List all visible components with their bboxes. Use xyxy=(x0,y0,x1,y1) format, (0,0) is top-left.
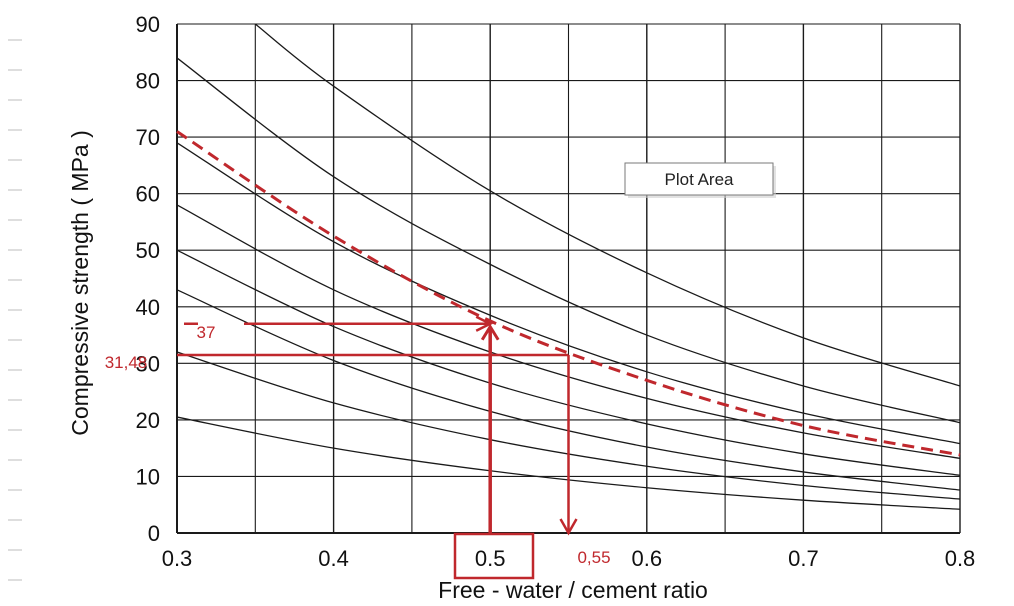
series-line xyxy=(176,204,961,459)
x-tick-label: 0.3 xyxy=(162,546,193,571)
guide-lines xyxy=(177,315,578,536)
tick-labels: 0.3 0.4 0.5 0.6 0.7 0.8 0 10 20 30 40 50 60 70 80 90 xyxy=(136,12,976,571)
y-axis-title: Compressive strength ( MPa ) xyxy=(67,130,93,435)
arrowhead-0-5-up xyxy=(480,323,500,341)
y-tick-label: 30 xyxy=(136,351,160,376)
annotation-37: 37 xyxy=(197,323,216,342)
y-tick-label: 40 xyxy=(136,295,160,320)
arrowhead-0-55-down xyxy=(559,518,578,536)
x-tick-label: 0.6 xyxy=(632,546,663,571)
x-axis-title: Free - water / cement ratio xyxy=(438,577,708,603)
y-tick-label: 70 xyxy=(136,125,160,150)
plot-area-tooltip: Plot Area xyxy=(624,162,776,198)
series-line xyxy=(176,142,961,445)
annotation-31-48: 31,48 xyxy=(105,353,148,372)
y-tick-label: 10 xyxy=(136,464,160,489)
annotation-0-55: 0,55 xyxy=(577,548,610,567)
series-line xyxy=(176,249,961,476)
series-line xyxy=(254,23,961,387)
y-tick-label: 90 xyxy=(136,12,160,37)
x-tick-label: 0.4 xyxy=(318,546,349,571)
x-tick-label: 0.8 xyxy=(945,546,976,571)
arrowhead-37-right xyxy=(475,315,493,332)
x-tick-label: 0.7 xyxy=(788,546,819,571)
edge-dashes xyxy=(8,39,22,581)
highlight-box-0-5 xyxy=(453,532,535,580)
plot-area-label: Plot Area xyxy=(665,170,735,189)
y-tick-label: 80 xyxy=(136,69,160,94)
y-tick-label: 20 xyxy=(136,408,160,433)
y-tick-label: 60 xyxy=(136,182,160,207)
series-line xyxy=(176,57,961,424)
y-tick-label: 0 xyxy=(148,521,160,546)
series-line-dashed xyxy=(176,130,961,457)
x-tick-label: 0.5 xyxy=(475,546,506,571)
y-tick-label: 50 xyxy=(136,238,160,263)
series-line xyxy=(176,289,961,491)
